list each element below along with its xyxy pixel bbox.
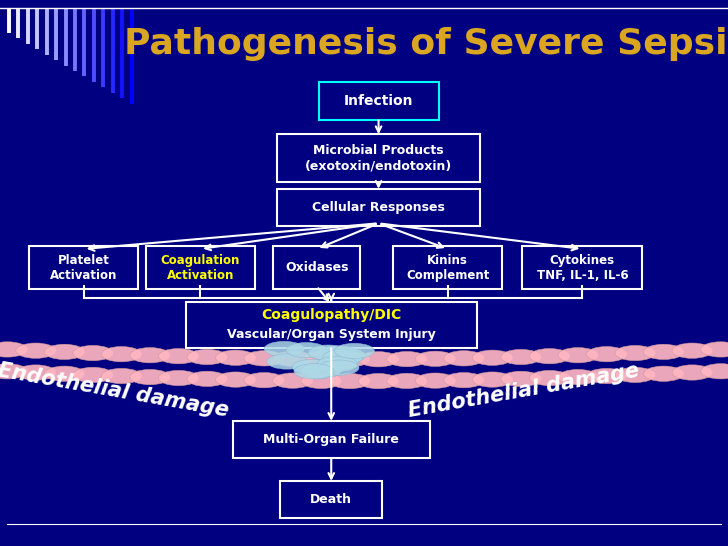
Ellipse shape <box>358 352 398 367</box>
Text: Cytokines
TNF, IL-1, IL-6: Cytokines TNF, IL-1, IL-6 <box>537 253 628 282</box>
Ellipse shape <box>273 351 313 366</box>
Ellipse shape <box>101 347 141 362</box>
Ellipse shape <box>529 370 569 385</box>
Ellipse shape <box>330 352 370 367</box>
Text: Coagulopathy/DIC: Coagulopathy/DIC <box>261 308 401 322</box>
Ellipse shape <box>159 370 199 385</box>
Ellipse shape <box>558 348 598 363</box>
Ellipse shape <box>286 342 326 358</box>
Ellipse shape <box>472 350 513 365</box>
FancyBboxPatch shape <box>277 134 480 182</box>
Ellipse shape <box>501 371 541 387</box>
Ellipse shape <box>444 351 484 366</box>
Text: Cellular Responses: Cellular Responses <box>312 201 445 214</box>
Ellipse shape <box>308 345 348 360</box>
Text: Pathogenesis of Severe Sepsis: Pathogenesis of Severe Sepsis <box>124 27 728 61</box>
Ellipse shape <box>700 342 728 357</box>
Ellipse shape <box>292 359 332 375</box>
Ellipse shape <box>415 373 456 388</box>
Ellipse shape <box>130 348 170 363</box>
Ellipse shape <box>587 347 627 362</box>
Text: Infection: Infection <box>344 94 414 108</box>
Ellipse shape <box>444 372 484 388</box>
FancyBboxPatch shape <box>186 301 477 348</box>
Ellipse shape <box>317 356 357 371</box>
Ellipse shape <box>319 354 359 370</box>
Text: Vascular/Organ System Injury: Vascular/Organ System Injury <box>227 328 435 341</box>
Ellipse shape <box>700 364 728 379</box>
Ellipse shape <box>294 364 334 379</box>
Ellipse shape <box>215 350 256 365</box>
Text: Oxidases: Oxidases <box>285 261 349 274</box>
Ellipse shape <box>644 366 684 381</box>
FancyBboxPatch shape <box>273 246 360 289</box>
Ellipse shape <box>387 373 427 389</box>
Ellipse shape <box>73 346 113 361</box>
Ellipse shape <box>0 364 28 379</box>
FancyBboxPatch shape <box>146 246 255 289</box>
Ellipse shape <box>558 370 598 385</box>
Ellipse shape <box>73 367 113 383</box>
Text: Kinins
Complement: Kinins Complement <box>406 253 489 282</box>
FancyBboxPatch shape <box>319 82 438 120</box>
FancyBboxPatch shape <box>29 246 138 289</box>
FancyBboxPatch shape <box>393 246 502 289</box>
Ellipse shape <box>587 369 627 384</box>
Ellipse shape <box>301 373 341 389</box>
FancyBboxPatch shape <box>277 189 480 226</box>
Ellipse shape <box>16 343 56 358</box>
Ellipse shape <box>672 343 712 358</box>
Ellipse shape <box>264 341 304 357</box>
Ellipse shape <box>330 373 370 389</box>
Ellipse shape <box>415 351 456 366</box>
Ellipse shape <box>358 373 398 389</box>
Ellipse shape <box>334 343 374 359</box>
Ellipse shape <box>44 344 84 359</box>
Ellipse shape <box>301 352 341 367</box>
Ellipse shape <box>187 371 227 387</box>
FancyBboxPatch shape <box>233 421 430 458</box>
Text: Coagulation
Activation: Coagulation Activation <box>160 253 240 282</box>
Ellipse shape <box>267 354 307 369</box>
FancyBboxPatch shape <box>523 246 643 289</box>
Ellipse shape <box>159 348 199 364</box>
Ellipse shape <box>273 373 313 388</box>
Ellipse shape <box>244 351 284 366</box>
Ellipse shape <box>615 346 655 361</box>
Ellipse shape <box>615 367 655 383</box>
Ellipse shape <box>323 349 363 365</box>
Ellipse shape <box>325 348 365 363</box>
Ellipse shape <box>319 360 359 375</box>
Ellipse shape <box>0 342 28 357</box>
Text: Microbial Products
(exotoxin/endotoxin): Microbial Products (exotoxin/endotoxin) <box>305 144 452 173</box>
Text: Multi-Organ Failure: Multi-Organ Failure <box>264 433 399 446</box>
Ellipse shape <box>472 372 513 387</box>
Text: Endothelial damage: Endothelial damage <box>0 360 230 420</box>
Ellipse shape <box>501 349 541 365</box>
Ellipse shape <box>215 372 256 387</box>
Ellipse shape <box>672 365 712 380</box>
Ellipse shape <box>317 346 357 361</box>
Text: Death: Death <box>310 493 352 506</box>
Ellipse shape <box>101 369 141 384</box>
Text: Platelet
Activation: Platelet Activation <box>50 253 117 282</box>
Text: Endothelial damage: Endothelial damage <box>407 360 641 420</box>
Ellipse shape <box>529 348 569 364</box>
Ellipse shape <box>130 370 170 385</box>
Ellipse shape <box>187 349 227 365</box>
Ellipse shape <box>387 352 427 367</box>
Ellipse shape <box>44 366 84 381</box>
FancyBboxPatch shape <box>280 481 382 518</box>
Ellipse shape <box>301 363 341 378</box>
Ellipse shape <box>16 365 56 380</box>
Ellipse shape <box>244 372 284 388</box>
Ellipse shape <box>644 344 684 359</box>
